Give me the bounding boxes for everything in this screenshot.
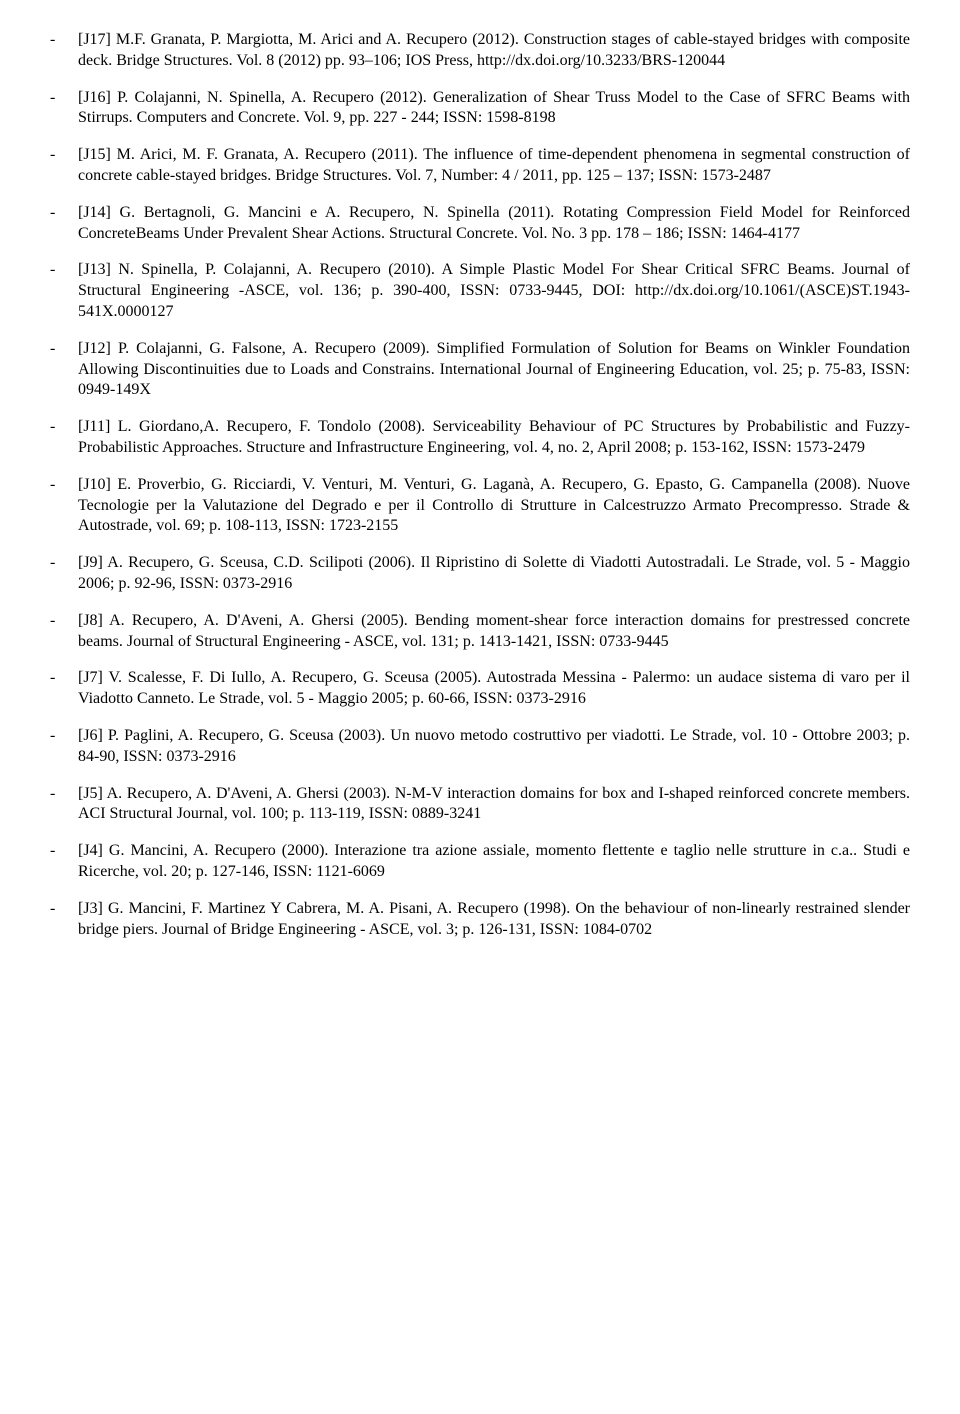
publication-entry: -[J5] A. Recupero, A. D'Aveni, A. Ghersi… [50,784,910,826]
publication-entry: -[J4] G. Mancini, A. Recupero (2000). In… [50,841,910,883]
entry-dash: - [50,668,78,710]
entry-text: [J12] P. Colajanni, G. Falsone, A. Recup… [78,339,910,401]
publication-list: -[J17] M.F. Granata, P. Margiotta, M. Ar… [50,30,910,940]
entry-dash: - [50,417,78,459]
entry-text: [J9] A. Recupero, G. Sceusa, C.D. Scilip… [78,553,910,595]
entry-dash: - [50,30,78,72]
entry-dash: - [50,260,78,322]
entry-text: [J3] G. Mancini, F. Martinez Y Cabrera, … [78,899,910,941]
entry-dash: - [50,339,78,401]
entry-dash: - [50,88,78,130]
publication-entry: -[J14] G. Bertagnoli, G. Mancini e A. Re… [50,203,910,245]
publication-entry: -[J12] P. Colajanni, G. Falsone, A. Recu… [50,339,910,401]
entry-text: [J17] M.F. Granata, P. Margiotta, M. Ari… [78,30,910,72]
entry-dash: - [50,475,78,537]
publication-entry: -[J11] L. Giordano,A. Recupero, F. Tondo… [50,417,910,459]
entry-text: [J4] G. Mancini, A. Recupero (2000). Int… [78,841,910,883]
entry-text: [J14] G. Bertagnoli, G. Mancini e A. Rec… [78,203,910,245]
entry-dash: - [50,203,78,245]
publication-entry: -[J8] A. Recupero, A. D'Aveni, A. Ghersi… [50,611,910,653]
publication-entry: -[J15] M. Arici, M. F. Granata, A. Recup… [50,145,910,187]
entry-dash: - [50,899,78,941]
publication-entry: -[J6] P. Paglini, A. Recupero, G. Sceusa… [50,726,910,768]
publication-entry: -[J10] E. Proverbio, G. Ricciardi, V. Ve… [50,475,910,537]
entry-text: [J7] V. Scalesse, F. Di Iullo, A. Recupe… [78,668,910,710]
entry-dash: - [50,553,78,595]
publication-entry: -[J9] A. Recupero, G. Sceusa, C.D. Scili… [50,553,910,595]
entry-text: [J11] L. Giordano,A. Recupero, F. Tondol… [78,417,910,459]
publication-entry: -[J17] M.F. Granata, P. Margiotta, M. Ar… [50,30,910,72]
entry-dash: - [50,611,78,653]
publication-entry: -[J7] V. Scalesse, F. Di Iullo, A. Recup… [50,668,910,710]
entry-text: [J5] A. Recupero, A. D'Aveni, A. Ghersi … [78,784,910,826]
entry-dash: - [50,841,78,883]
entry-text: [J13] N. Spinella, P. Colajanni, A. Recu… [78,260,910,322]
entry-text: [J15] M. Arici, M. F. Granata, A. Recupe… [78,145,910,187]
entry-dash: - [50,784,78,826]
entry-text: [J16] P. Colajanni, N. Spinella, A. Recu… [78,88,910,130]
entry-text: [J10] E. Proverbio, G. Ricciardi, V. Ven… [78,475,910,537]
publication-entry: -[J16] P. Colajanni, N. Spinella, A. Rec… [50,88,910,130]
publication-entry: -[J3] G. Mancini, F. Martinez Y Cabrera,… [50,899,910,941]
entry-text: [J8] A. Recupero, A. D'Aveni, A. Ghersi … [78,611,910,653]
entry-dash: - [50,726,78,768]
entry-text: [J6] P. Paglini, A. Recupero, G. Sceusa … [78,726,910,768]
entry-dash: - [50,145,78,187]
publication-entry: -[J13] N. Spinella, P. Colajanni, A. Rec… [50,260,910,322]
